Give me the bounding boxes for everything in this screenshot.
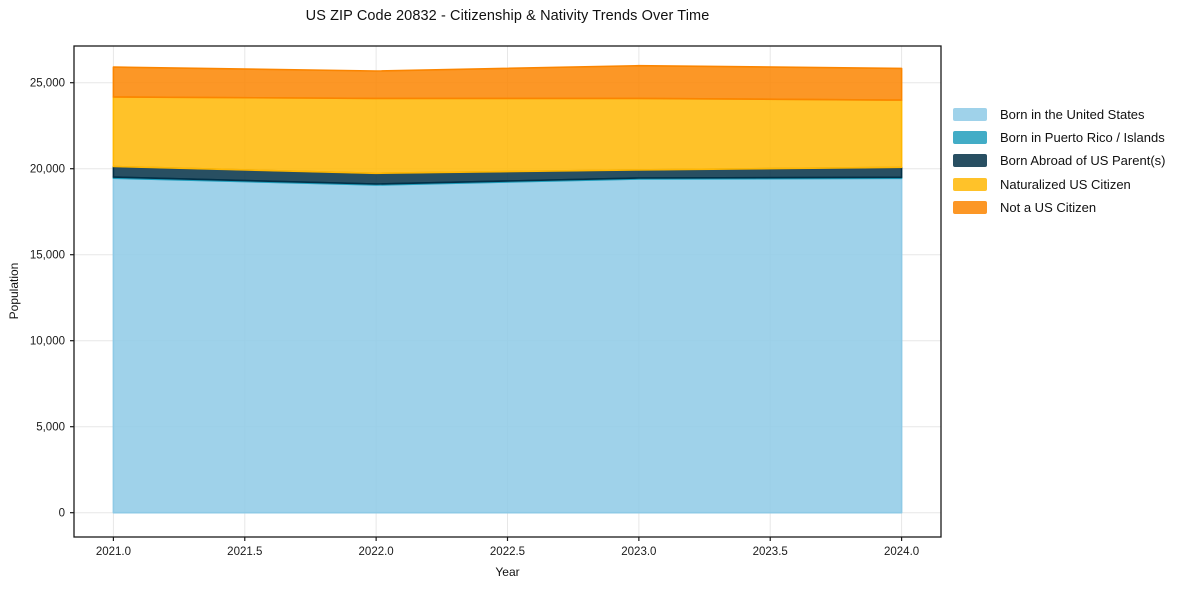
x-tick-label: 2022.0 bbox=[359, 546, 394, 558]
area-series-not-a-us-citizen bbox=[112, 64, 903, 101]
legend-item: Born in the United States bbox=[953, 103, 1165, 126]
legend-item: Born Abroad of US Parent(s) bbox=[953, 149, 1165, 172]
legend-item: Naturalized US Citizen bbox=[953, 173, 1165, 196]
y-tick-label: 25,000 bbox=[30, 78, 65, 90]
chart-title: US ZIP Code 20832 - Citizenship & Nativi… bbox=[305, 8, 710, 24]
legend-swatch bbox=[953, 131, 987, 145]
legend-swatch bbox=[953, 177, 987, 191]
y-tick-label: 5,000 bbox=[36, 422, 65, 434]
area-series-born-in-the-united-states bbox=[112, 177, 903, 514]
legend: Born in the United States Born in Puerto … bbox=[953, 103, 1165, 219]
y-tick-label: 0 bbox=[59, 508, 65, 520]
x-tick-label: 2021.5 bbox=[227, 546, 262, 558]
x-tick-label: 2021.0 bbox=[96, 546, 131, 558]
x-tick-label: 2022.5 bbox=[490, 546, 525, 558]
y-tick-label: 10,000 bbox=[30, 336, 65, 348]
legend-label: Born in Puerto Rico / Islands bbox=[1000, 130, 1165, 146]
area-series-naturalized-us-citizen bbox=[112, 96, 903, 175]
x-axis-label: Year bbox=[495, 565, 520, 579]
x-tick-label: 2023.5 bbox=[753, 546, 788, 558]
legend-swatch bbox=[953, 154, 987, 168]
legend-swatch bbox=[953, 108, 987, 122]
legend-label: Naturalized US Citizen bbox=[1000, 176, 1131, 192]
y-tick-label: 20,000 bbox=[30, 164, 65, 176]
legend-item: Born in Puerto Rico / Islands bbox=[953, 126, 1165, 149]
y-axis-label: Population bbox=[7, 262, 21, 320]
x-tick-label: 2023.0 bbox=[621, 546, 656, 558]
legend-label: Born Abroad of US Parent(s) bbox=[1000, 153, 1166, 169]
legend-label: Born in the United States bbox=[1000, 107, 1145, 123]
x-tick-label: 2024.0 bbox=[884, 546, 919, 558]
legend-label: Not a US Citizen bbox=[1000, 199, 1097, 215]
legend-item: Not a US Citizen bbox=[953, 196, 1165, 219]
y-tick-label: 15,000 bbox=[30, 250, 65, 262]
legend-swatch bbox=[953, 200, 987, 214]
